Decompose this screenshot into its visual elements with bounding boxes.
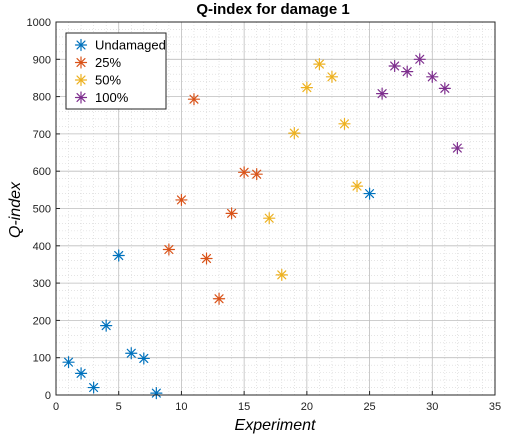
x-axis-label: Experiment	[235, 417, 316, 434]
data-point	[212, 292, 226, 305]
data-point	[288, 127, 301, 140]
y-tick-label: 100	[33, 353, 51, 365]
legend-item: Undamaged	[74, 38, 166, 53]
data-point	[250, 168, 263, 181]
data-point	[451, 141, 464, 155]
data-point	[376, 87, 389, 100]
legend-label: Undamaged	[95, 38, 166, 53]
data-point	[350, 180, 364, 193]
legend-marker	[74, 38, 88, 52]
data-point	[187, 93, 201, 106]
data-point	[87, 381, 100, 394]
data-point	[338, 117, 351, 130]
y-axis-label: Q-index	[7, 181, 24, 238]
data-point	[325, 70, 339, 83]
legend-item: 100%	[74, 90, 129, 105]
data-point	[125, 347, 138, 360]
legend-item: 50%	[74, 73, 121, 88]
series-1	[62, 187, 376, 400]
legend-label: 50%	[95, 73, 121, 88]
data-point	[225, 207, 238, 220]
data-point	[263, 212, 276, 225]
legend-marker	[74, 73, 88, 87]
chart-title: Q-index for damage 1	[196, 1, 349, 18]
data-point	[137, 352, 150, 365]
y-tick-label: 800	[33, 92, 51, 104]
data-point	[100, 319, 113, 332]
data-point	[175, 193, 188, 207]
x-tick-label: 15	[238, 401, 250, 413]
data-point	[200, 252, 213, 265]
data-point	[401, 65, 414, 78]
y-tick-label: 200	[33, 315, 51, 327]
series-4	[376, 53, 464, 155]
y-tick-label: 500	[33, 204, 51, 216]
data-point	[162, 243, 175, 256]
legend-marker	[74, 56, 88, 69]
legend-marker	[74, 91, 88, 104]
legend-label: 100%	[95, 90, 129, 105]
data-point	[238, 166, 251, 179]
data-point	[438, 82, 451, 95]
legend-item: 25%	[74, 55, 121, 70]
data-point	[413, 53, 426, 66]
x-tick-label: 25	[363, 401, 375, 413]
data-point	[313, 58, 326, 71]
series-layer	[62, 53, 464, 400]
y-tick-label: 1000	[27, 17, 51, 29]
data-point	[363, 187, 376, 200]
y-tick-label: 700	[33, 129, 51, 141]
legend: Undamaged 25% 50% 100%	[65, 32, 167, 110]
y-tick-label: 400	[33, 241, 51, 253]
x-tick-label: 5	[116, 401, 122, 413]
data-point	[300, 81, 313, 94]
y-tick-label: 300	[33, 278, 51, 290]
data-point	[388, 59, 401, 73]
data-point	[74, 367, 88, 380]
data-point	[112, 249, 125, 262]
x-tick-label: 0	[53, 401, 59, 413]
series-2	[162, 93, 263, 305]
data-point	[275, 268, 288, 281]
x-tick-label: 20	[301, 401, 313, 413]
series-3	[263, 58, 364, 281]
x-tick-label: 30	[426, 401, 438, 413]
x-tick-label: 10	[175, 401, 187, 413]
x-tick-label: 35	[489, 401, 501, 413]
data-point	[150, 387, 163, 400]
legend-label: 25%	[95, 55, 121, 70]
data-point	[426, 70, 439, 83]
axis-ticks: 0 5 10 15 20 25 30 35 0 100 200 300 400 500 600 700 800 9…	[27, 17, 502, 413]
y-tick-label: 0	[45, 390, 51, 402]
data-point	[62, 356, 75, 369]
y-tick-label: 600	[33, 166, 51, 178]
y-tick-label: 900	[33, 54, 51, 66]
